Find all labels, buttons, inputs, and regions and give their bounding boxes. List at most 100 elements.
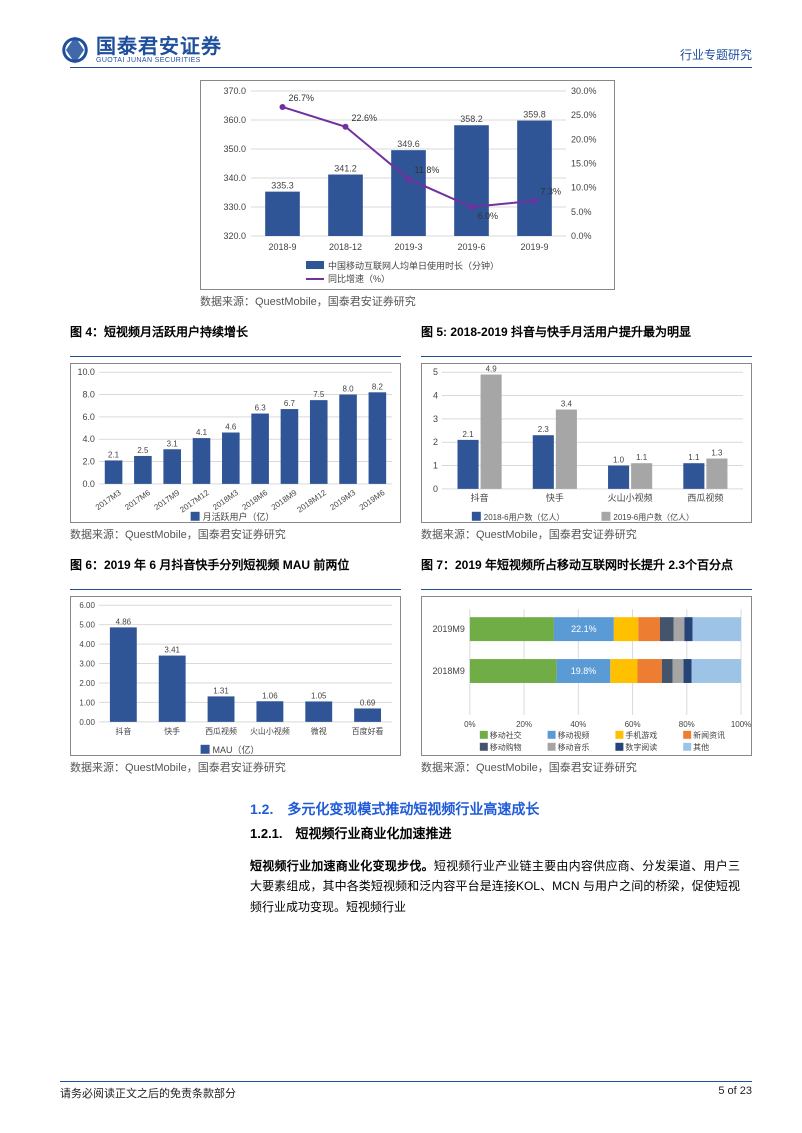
fig7-source: 数据来源：QuestMobile，国泰君安证券研究 bbox=[421, 759, 752, 775]
svg-text:2017M6: 2017M6 bbox=[123, 488, 152, 512]
svg-text:6.0: 6.0 bbox=[82, 412, 94, 422]
svg-text:2017M9: 2017M9 bbox=[153, 488, 182, 512]
svg-text:7.3%: 7.3% bbox=[541, 187, 562, 197]
svg-text:移动音乐: 移动音乐 bbox=[558, 742, 590, 752]
svg-text:80%: 80% bbox=[679, 720, 695, 729]
svg-text:1: 1 bbox=[433, 461, 438, 471]
svg-text:8.0: 8.0 bbox=[343, 385, 355, 394]
svg-text:7.5: 7.5 bbox=[313, 390, 325, 399]
logo: 国泰君安证券 GUOTAI JUNAN SECURITIES bbox=[60, 35, 222, 65]
svg-text:350.0: 350.0 bbox=[223, 144, 246, 154]
svg-text:2018M12: 2018M12 bbox=[295, 488, 328, 515]
header-category: 行业专题研究 bbox=[680, 46, 752, 65]
footer-disclaimer: 请务必阅读正文之后的免责条款部分 bbox=[60, 1085, 236, 1101]
fig4-source: 数据来源：QuestMobile，国泰君安证券研究 bbox=[70, 526, 401, 542]
page-footer: 请务必阅读正文之后的免责条款部分 5 of 23 bbox=[60, 1081, 752, 1101]
svg-text:341.2: 341.2 bbox=[334, 164, 357, 174]
svg-text:2.00: 2.00 bbox=[79, 679, 95, 688]
svg-text:1.05: 1.05 bbox=[311, 691, 327, 700]
svg-text:2019M3: 2019M3 bbox=[328, 488, 357, 512]
svg-text:330.0: 330.0 bbox=[223, 202, 246, 212]
svg-text:2.5: 2.5 bbox=[137, 446, 149, 455]
svg-text:0.00: 0.00 bbox=[79, 718, 95, 727]
chart3-source: 数据来源：QuestMobile，国泰君安证券研究 bbox=[200, 293, 752, 309]
svg-text:中国移动互联网人均单日使用时长（分钟）: 中国移动互联网人均单日使用时长（分钟） bbox=[328, 260, 499, 271]
svg-text:3: 3 bbox=[433, 414, 438, 424]
svg-text:60%: 60% bbox=[625, 720, 641, 729]
svg-text:2018M9: 2018M9 bbox=[432, 666, 464, 676]
svg-text:5.0%: 5.0% bbox=[571, 207, 592, 217]
svg-text:0.0: 0.0 bbox=[82, 479, 94, 489]
svg-text:2017M12: 2017M12 bbox=[178, 488, 211, 515]
fig4-title: 图 4：短视频月活跃用户持续增长 bbox=[70, 323, 401, 357]
fig7-title: 图 7：2019 年短视频所占移动互联网时长提升 2.3个百分点 bbox=[421, 556, 752, 590]
svg-text:20.0%: 20.0% bbox=[571, 134, 597, 144]
svg-text:370.0: 370.0 bbox=[223, 86, 246, 96]
svg-text:22.1%: 22.1% bbox=[571, 624, 596, 634]
fig4-chart: 0.02.04.06.08.010.02.12017M32.52017M63.1… bbox=[70, 363, 401, 523]
svg-text:349.6: 349.6 bbox=[397, 139, 420, 149]
svg-text:2.1: 2.1 bbox=[463, 430, 475, 439]
svg-text:3.41: 3.41 bbox=[164, 646, 180, 655]
svg-text:2019-9: 2019-9 bbox=[520, 242, 548, 252]
section-heading-1-2: 1.2. 多元化变现模式推动短视频行业高速成长 bbox=[250, 799, 740, 819]
svg-text:0.69: 0.69 bbox=[360, 698, 376, 707]
svg-text:2018-12: 2018-12 bbox=[329, 242, 362, 252]
svg-text:6.3: 6.3 bbox=[255, 404, 267, 413]
svg-text:0.0%: 0.0% bbox=[571, 231, 592, 241]
svg-text:2018-6用户数（亿人）: 2018-6用户数（亿人） bbox=[484, 512, 565, 522]
fig6-title: 图 6：2019 年 6 月抖音快手分列短视频 MAU 前两位 bbox=[70, 556, 401, 590]
fig5-source: 数据来源：QuestMobile，国泰君安证券研究 bbox=[421, 526, 752, 542]
svg-text:5: 5 bbox=[433, 367, 438, 377]
svg-text:360.0: 360.0 bbox=[223, 115, 246, 125]
svg-text:320.0: 320.0 bbox=[223, 231, 246, 241]
svg-text:4.00: 4.00 bbox=[79, 640, 95, 649]
paragraph-lead: 短视频行业加速商业化变现步伐。 bbox=[250, 859, 434, 873]
svg-text:火山小视频: 火山小视频 bbox=[250, 726, 290, 736]
svg-text:移动购物: 移动购物 bbox=[490, 742, 522, 752]
svg-text:26.7%: 26.7% bbox=[289, 93, 315, 103]
svg-text:3.00: 3.00 bbox=[79, 660, 95, 669]
svg-text:19.8%: 19.8% bbox=[571, 666, 596, 676]
fig7-chart: 0%20%40%60%80%100%22.1%2019M919.8%2018M9… bbox=[421, 596, 752, 756]
svg-text:2019M9: 2019M9 bbox=[432, 624, 464, 634]
svg-text:30.0%: 30.0% bbox=[571, 86, 597, 96]
svg-text:8.2: 8.2 bbox=[372, 382, 384, 391]
svg-text:0: 0 bbox=[433, 484, 438, 494]
svg-text:数字阅读: 数字阅读 bbox=[625, 742, 657, 752]
svg-text:0%: 0% bbox=[464, 720, 476, 729]
figure-5: 图 5: 2018-2019 抖音与快手月活用户提升最为明显 0123452.1… bbox=[421, 323, 752, 542]
svg-text:15.0%: 15.0% bbox=[571, 159, 597, 169]
svg-text:8.0: 8.0 bbox=[82, 390, 94, 400]
page-header: 国泰君安证券 GUOTAI JUNAN SECURITIES 行业专题研究 bbox=[70, 35, 752, 68]
svg-text:2019-6: 2019-6 bbox=[457, 242, 485, 252]
svg-text:火山小视频: 火山小视频 bbox=[608, 492, 653, 503]
fig6-chart: 0.001.002.003.004.005.006.004.86抖音3.41快手… bbox=[70, 596, 401, 756]
footer-page-number: 5 of 23 bbox=[718, 1085, 752, 1101]
svg-text:2018M6: 2018M6 bbox=[240, 488, 269, 512]
svg-text:1.1: 1.1 bbox=[636, 453, 648, 462]
svg-text:2019-6用户数（亿人）: 2019-6用户数（亿人） bbox=[613, 512, 694, 522]
svg-text:10.0%: 10.0% bbox=[571, 183, 597, 193]
svg-text:358.2: 358.2 bbox=[460, 114, 483, 124]
svg-text:西瓜视频: 西瓜视频 bbox=[205, 726, 237, 736]
svg-text:6.00: 6.00 bbox=[79, 601, 95, 610]
svg-text:20%: 20% bbox=[516, 720, 532, 729]
svg-text:2019M6: 2019M6 bbox=[358, 488, 387, 512]
body-paragraph: 短视频行业加速商业化变现步伐。短视频行业产业链主要由内容供应商、分发渠道、用户三… bbox=[250, 856, 740, 917]
svg-text:MAU（亿）: MAU（亿） bbox=[213, 744, 260, 755]
svg-text:3.1: 3.1 bbox=[167, 439, 179, 448]
svg-text:百度好看: 百度好看 bbox=[352, 726, 384, 736]
logo-en-text: GUOTAI JUNAN SECURITIES bbox=[96, 57, 222, 64]
svg-text:1.31: 1.31 bbox=[213, 686, 229, 695]
svg-text:25.0%: 25.0% bbox=[571, 110, 597, 120]
svg-text:移动社交: 移动社交 bbox=[490, 730, 522, 740]
svg-text:新闻资讯: 新闻资讯 bbox=[693, 730, 725, 740]
svg-text:6.0%: 6.0% bbox=[478, 211, 499, 221]
svg-text:1.1: 1.1 bbox=[688, 453, 700, 462]
svg-text:10.0: 10.0 bbox=[77, 367, 94, 377]
fig5-chart: 0123452.14.9抖音2.33.4快手1.01.1火山小视频1.11.3西… bbox=[421, 363, 752, 523]
fig6-source: 数据来源：QuestMobile，国泰君安证券研究 bbox=[70, 759, 401, 775]
svg-text:抖音: 抖音 bbox=[471, 492, 489, 503]
svg-text:同比增速（%）: 同比增速（%） bbox=[328, 273, 390, 284]
